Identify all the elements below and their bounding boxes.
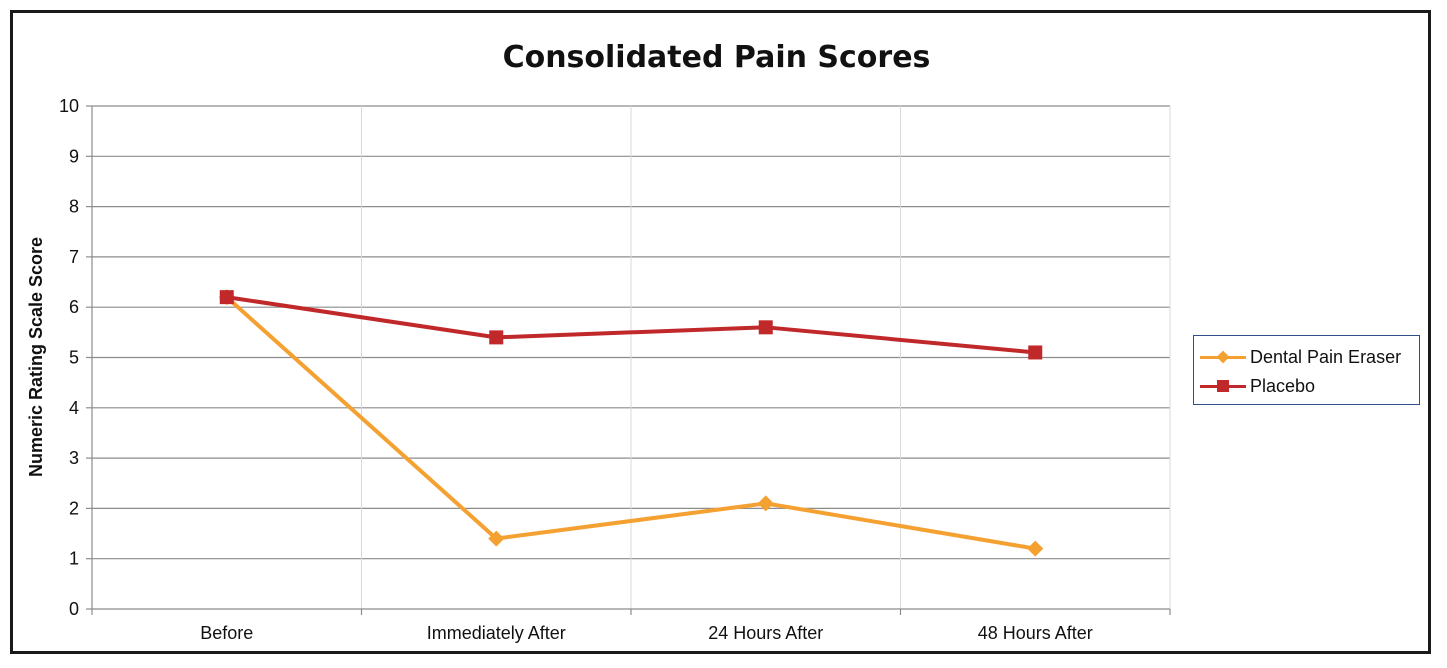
series-line-dental-pain-eraser	[225, 295, 1036, 551]
legend-label-placebo: Placebo	[1250, 375, 1316, 396]
gridlines	[92, 105, 1171, 609]
y-tick-label-4: 4	[69, 398, 79, 418]
y-tick-label-6: 6	[69, 297, 79, 317]
y-tick-label-3: 3	[69, 448, 79, 468]
y-tick-label-5: 5	[69, 348, 79, 368]
chart-title: Consolidated Pain Scores	[502, 40, 931, 75]
y-tick-labels: 0 1 2 3 4 5 6 7 8 9 10	[59, 96, 79, 619]
legend: Dental Pain Eraser Placebo	[1193, 335, 1420, 405]
point-placebo-0	[219, 290, 234, 305]
legend-item-placebo: Placebo	[1194, 373, 1315, 399]
x-tick-label-2: 24 Hours After	[708, 623, 823, 643]
y-axis-label: Numeric Rating Scale Score	[26, 237, 46, 477]
point-dental-pain-eraser-3	[1027, 540, 1044, 557]
point-placebo-1	[489, 330, 504, 345]
y-tick-label-1: 1	[69, 549, 79, 569]
x-tick-label-0: Before	[200, 623, 253, 643]
series-line-placebo	[226, 295, 1036, 355]
legend-swatch-placebo	[1200, 376, 1246, 396]
y-tick-label-10: 10	[59, 96, 79, 116]
y-tick-label-0: 0	[69, 599, 79, 619]
y-tick-label-9: 9	[69, 146, 79, 166]
series-group	[218, 289, 1044, 557]
legend-item-dental-pain-eraser: Dental Pain Eraser	[1194, 344, 1401, 370]
x-tick-label-3: 48 Hours After	[978, 623, 1093, 643]
point-dental-pain-eraser-1	[488, 530, 505, 547]
x-tick-label-1: Immediately After	[427, 623, 566, 643]
x-tick-labels: Before Immediately After 24 Hours After 48 …	[200, 623, 1093, 643]
point-placebo-3	[1028, 345, 1043, 360]
y-tick-label-8: 8	[69, 197, 79, 217]
y-tick-label-2: 2	[69, 498, 79, 518]
axes	[86, 105, 1171, 615]
y-tick-label-7: 7	[69, 247, 79, 267]
legend-label-dental-pain-eraser: Dental Pain Eraser	[1250, 346, 1402, 367]
chart-frame	[10, 10, 1431, 654]
point-dental-pain-eraser-2	[757, 495, 774, 512]
point-placebo-2	[758, 320, 773, 335]
legend-swatch-dental-pain-eraser	[1200, 347, 1246, 367]
